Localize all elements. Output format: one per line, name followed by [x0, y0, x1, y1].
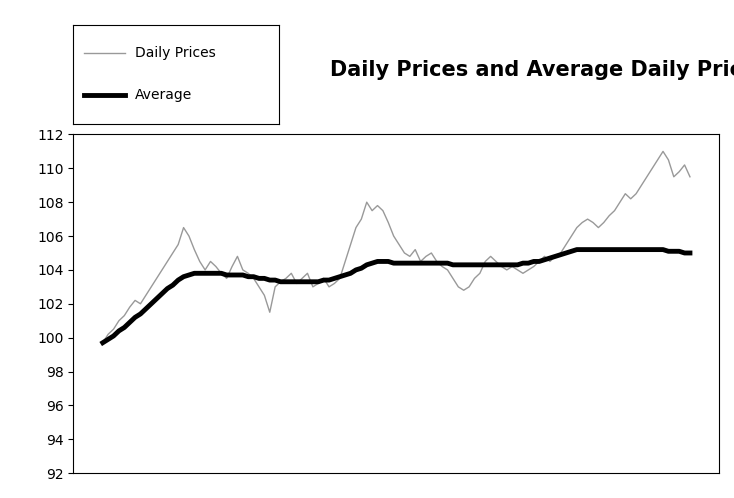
Text: Daily Prices and Average Daily Prices: Daily Prices and Average Daily Prices	[330, 60, 734, 80]
Text: Daily Prices: Daily Prices	[135, 46, 216, 60]
Text: Average: Average	[135, 88, 192, 102]
